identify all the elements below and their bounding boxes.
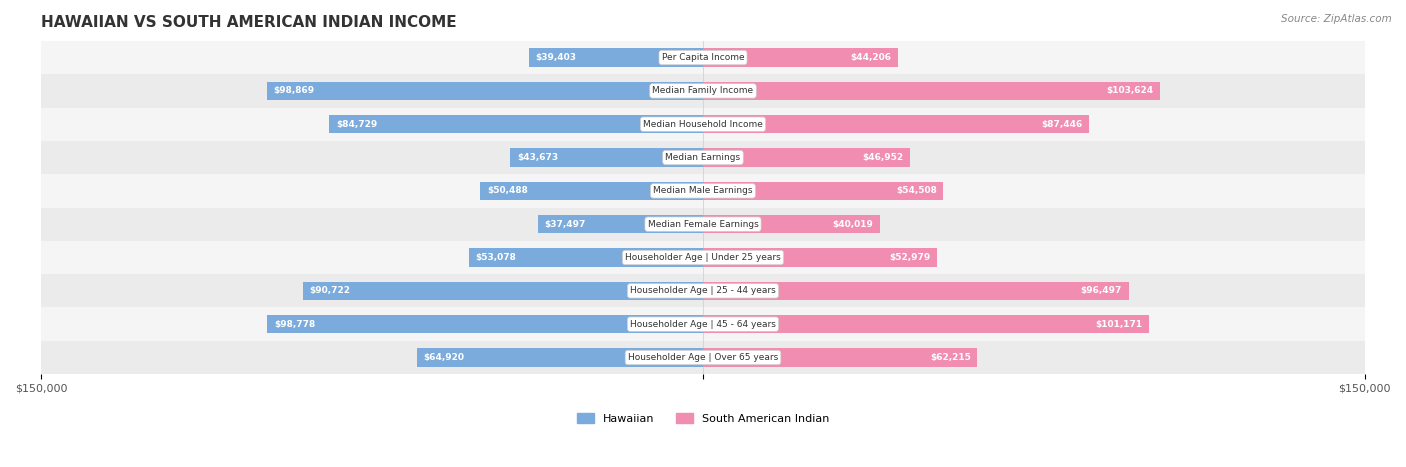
Bar	[416, 348, 703, 367]
Text: $84,729: $84,729	[336, 120, 377, 129]
Text: $90,722: $90,722	[309, 286, 350, 295]
Bar	[703, 49, 898, 67]
Bar	[703, 215, 880, 234]
Bar	[703, 82, 1160, 100]
Bar	[703, 149, 910, 167]
Text: $64,920: $64,920	[423, 353, 464, 362]
Text: Median Male Earnings: Median Male Earnings	[654, 186, 752, 195]
Bar	[468, 248, 703, 267]
Bar	[267, 82, 703, 100]
Text: Householder Age | Over 65 years: Householder Age | Over 65 years	[628, 353, 778, 362]
Bar	[41, 41, 1365, 74]
Bar	[41, 107, 1365, 141]
Text: $101,171: $101,171	[1095, 319, 1143, 329]
Text: Householder Age | 25 - 44 years: Householder Age | 25 - 44 years	[630, 286, 776, 295]
Bar	[537, 215, 703, 234]
Text: Householder Age | 45 - 64 years: Householder Age | 45 - 64 years	[630, 319, 776, 329]
Text: $52,979: $52,979	[889, 253, 931, 262]
Bar	[703, 315, 1149, 333]
Text: $37,497: $37,497	[544, 219, 585, 229]
Bar	[41, 274, 1365, 307]
Text: $62,215: $62,215	[929, 353, 972, 362]
Bar	[510, 149, 703, 167]
Legend: Hawaiian, South American Indian: Hawaiian, South American Indian	[572, 409, 834, 429]
Text: $44,206: $44,206	[851, 53, 891, 62]
Text: $46,952: $46,952	[862, 153, 904, 162]
Text: HAWAIIAN VS SOUTH AMERICAN INDIAN INCOME: HAWAIIAN VS SOUTH AMERICAN INDIAN INCOME	[41, 15, 457, 30]
Bar	[267, 315, 703, 333]
Bar	[703, 348, 977, 367]
Bar	[329, 115, 703, 134]
Bar	[703, 182, 943, 200]
Text: $43,673: $43,673	[517, 153, 558, 162]
Bar	[41, 74, 1365, 107]
Bar	[41, 141, 1365, 174]
Bar	[481, 182, 703, 200]
Text: Median Female Earnings: Median Female Earnings	[648, 219, 758, 229]
Text: $96,497: $96,497	[1081, 286, 1122, 295]
Text: Source: ZipAtlas.com: Source: ZipAtlas.com	[1281, 14, 1392, 24]
Bar	[41, 307, 1365, 341]
Text: $54,508: $54,508	[896, 186, 936, 195]
Text: $98,869: $98,869	[273, 86, 315, 95]
Bar	[703, 248, 936, 267]
Text: Median Household Income: Median Household Income	[643, 120, 763, 129]
Text: $53,078: $53,078	[475, 253, 516, 262]
Text: Per Capita Income: Per Capita Income	[662, 53, 744, 62]
Bar	[703, 282, 1129, 300]
Text: $98,778: $98,778	[274, 319, 315, 329]
Text: $103,624: $103,624	[1107, 86, 1153, 95]
Text: Median Family Income: Median Family Income	[652, 86, 754, 95]
Text: Householder Age | Under 25 years: Householder Age | Under 25 years	[626, 253, 780, 262]
Text: $40,019: $40,019	[832, 219, 873, 229]
Bar	[703, 115, 1088, 134]
Bar	[302, 282, 703, 300]
Text: $50,488: $50,488	[486, 186, 527, 195]
Bar	[41, 341, 1365, 374]
Bar	[41, 174, 1365, 207]
Text: $39,403: $39,403	[536, 53, 576, 62]
Bar	[41, 207, 1365, 241]
Text: $87,446: $87,446	[1040, 120, 1083, 129]
Bar	[529, 49, 703, 67]
Text: Median Earnings: Median Earnings	[665, 153, 741, 162]
Bar	[41, 241, 1365, 274]
